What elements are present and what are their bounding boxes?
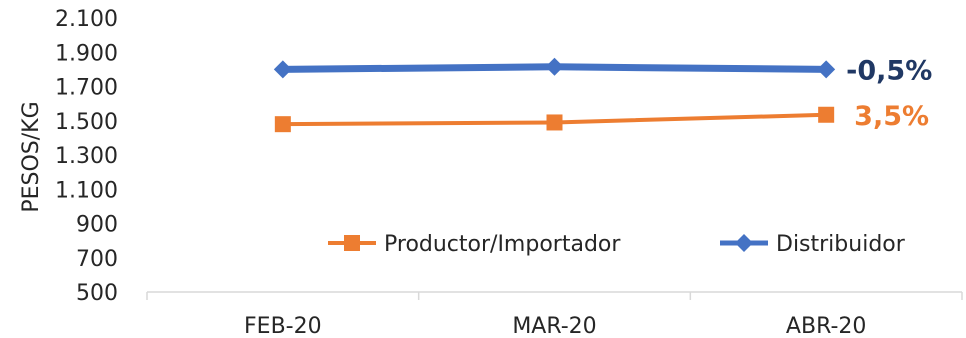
y-tick-label: 700	[76, 247, 118, 272]
data-point-marker	[273, 60, 292, 79]
legend-label: Productor/Importador	[384, 232, 621, 257]
legend-label: Distribuidor	[776, 232, 906, 257]
data-point-marker	[817, 60, 836, 79]
legend-marker	[735, 234, 753, 252]
y-tick-label: 1.500	[55, 110, 118, 135]
y-tick-label: 1.300	[55, 144, 118, 169]
data-point-marker	[546, 114, 563, 131]
y-tick-label: 1.700	[55, 76, 118, 101]
legend: Productor/Importador Distribuidor	[328, 232, 906, 257]
y-tick-label: 1.900	[55, 41, 118, 66]
x-tick-label: MAR-20	[512, 314, 596, 338]
y-tick-label: 500	[76, 281, 118, 306]
data-point-marker	[818, 106, 835, 123]
series-end-annotation: -0,5%	[846, 55, 932, 86]
y-axis-label: PESOS/KG	[19, 101, 44, 212]
series-end-annotation: 3,5%	[854, 101, 929, 132]
y-tick-label: 1.100	[55, 178, 118, 203]
data-point-marker	[545, 57, 564, 76]
y-tick-label: 900	[76, 213, 118, 238]
data-point-marker	[274, 116, 291, 133]
legend-marker	[344, 235, 360, 251]
x-axis-ticks: FEB-20 MAR-20 ABR-20	[146, 292, 963, 338]
x-tick-label: ABR-20	[786, 314, 866, 338]
y-tick-label: 2.100	[55, 7, 118, 32]
y-axis-ticks: 2.100 1.900 1.700 1.500 1.300 1.100 900 700 500	[55, 7, 118, 306]
series-group: 3,5% -0,5%	[273, 55, 932, 133]
x-tick-label: FEB-20	[244, 314, 322, 338]
